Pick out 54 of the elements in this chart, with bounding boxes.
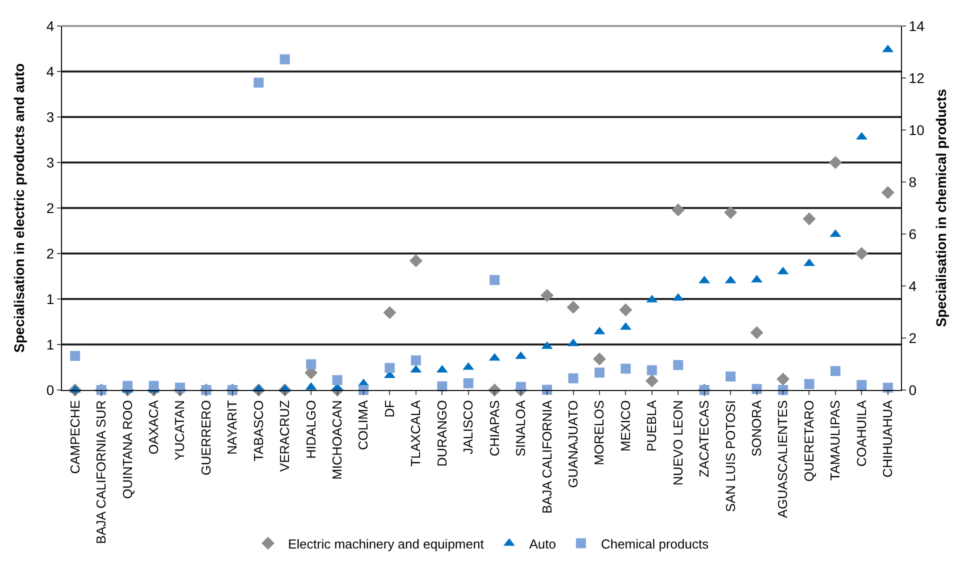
x-tick-label: NUEVO LEON	[670, 400, 686, 486]
x-tick-label: NAYARIT	[224, 400, 240, 455]
x-tick-label: QUERETARO	[801, 400, 816, 482]
y-tick-label: 2	[46, 245, 54, 262]
x-tick-label: SAN LUIS POTOSI	[722, 400, 738, 512]
y-tick-label: 4	[46, 18, 54, 34]
y-tick-label: 2	[46, 200, 54, 216]
x-tick-label: CHIHUAHUA	[880, 400, 896, 478]
legend-label: Auto	[529, 536, 556, 552]
x-tick-label: JALISCO	[460, 400, 476, 454]
x-tick-label: VERACRUZ	[277, 400, 292, 472]
y-tick-label: 3	[46, 108, 54, 125]
x-tick-label: BAJA CALIFORNIA	[539, 400, 554, 514]
y2-tick-label: 12	[908, 70, 925, 86]
x-tick-label: TAMAULIPAS	[828, 400, 843, 481]
y-tick-label: 4	[46, 63, 54, 80]
legend-label: Electric machinery and equipment	[288, 536, 484, 552]
x-tick-label: SONORA	[749, 400, 764, 457]
y2-tick-label: 8	[908, 174, 917, 190]
y-tick-label: 1	[46, 290, 54, 307]
x-tick-label: PUEBLA	[644, 400, 660, 452]
x-tick-label: DURANGO	[434, 400, 450, 467]
y-axis-title: Specialisation in electric products and auto	[11, 63, 27, 353]
x-tick-label: AGUASCALIENTES	[775, 400, 790, 518]
x-tick-label: HIDALGO	[303, 400, 318, 459]
y2-tick-label: 0	[908, 382, 917, 398]
x-tick-label: TABASCO	[250, 400, 266, 462]
x-tick-label: ZACATECAS	[696, 400, 712, 478]
x-tick-label: DF	[382, 400, 397, 418]
x-tick-label: CAMPECHE	[67, 400, 82, 474]
x-tick-label: GUANAJUATO	[565, 400, 580, 488]
x-tick-label: BAJA CALIFORNIA SUR	[94, 400, 109, 544]
y-tick-label: 1	[46, 336, 54, 352]
x-tick-label: QUINTANA ROO	[120, 400, 135, 499]
x-tick-label: TLAXCALA	[408, 400, 424, 467]
x-tick-label: GUERRERO	[198, 400, 214, 476]
x-tick-label: CHIAPAS	[486, 400, 502, 456]
y2-tick-label: 14	[908, 18, 925, 34]
y2-tick-label: 4	[908, 278, 917, 294]
x-tick-label: COAHUILA	[854, 400, 869, 467]
x-tick-label: MICHOACAN	[330, 400, 345, 480]
x-tick-label: COLIMA	[356, 400, 371, 450]
y2-axis-title: Specialisation in chemical products	[933, 88, 949, 328]
y2-tick-label: 10	[908, 122, 925, 138]
x-tick-label: MORELOS	[592, 400, 607, 466]
y-tick-label: 3	[46, 154, 54, 170]
legend-label: Chemical products	[600, 536, 710, 552]
x-tick-label: MEXICO	[618, 400, 633, 452]
y-tick-label: 0	[46, 382, 54, 398]
x-tick-label: SINALOA	[513, 400, 528, 457]
y2-tick-label: 6	[908, 226, 917, 242]
x-tick-label: YUCATAN	[172, 400, 188, 460]
y2-tick-label: 2	[908, 330, 917, 346]
x-tick-label: OAXACA	[146, 400, 161, 454]
